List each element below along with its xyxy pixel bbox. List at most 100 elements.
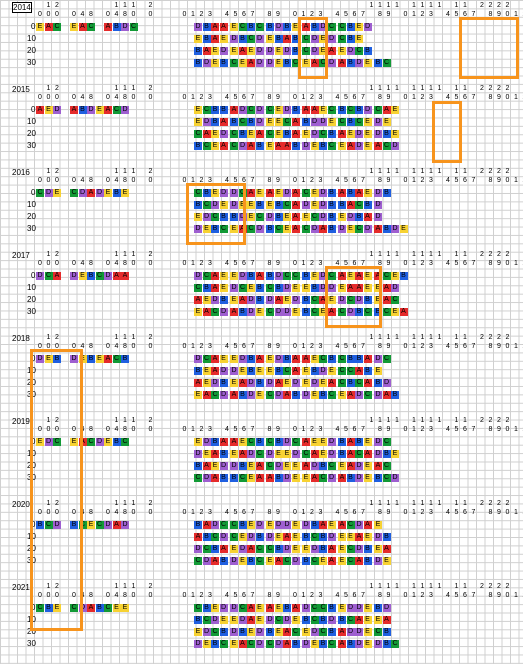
grid-cell[interactable]: E bbox=[238, 201, 247, 209]
grid-cell[interactable]: D bbox=[274, 640, 283, 648]
grid-cell[interactable]: D bbox=[327, 59, 336, 67]
grid-cell[interactable]: E bbox=[247, 130, 255, 138]
prefix-cell[interactable]: A bbox=[78, 438, 87, 446]
grid-cell[interactable]: E bbox=[230, 355, 238, 363]
grid-cell[interactable]: A bbox=[291, 355, 300, 363]
prefix-cell[interactable]: D bbox=[95, 438, 104, 446]
grid-cell[interactable]: C bbox=[355, 379, 363, 387]
grid-cell[interactable]: B bbox=[211, 640, 219, 648]
grid-cell[interactable]: D bbox=[327, 533, 336, 541]
grid-cell[interactable]: B bbox=[194, 201, 202, 209]
grid-cell[interactable]: D bbox=[346, 604, 355, 612]
grid-cell[interactable]: B bbox=[230, 474, 238, 482]
grid-cell[interactable]: A bbox=[327, 557, 336, 565]
grid-cell[interactable]: D bbox=[283, 308, 291, 316]
grid-cell[interactable]: E bbox=[391, 308, 399, 316]
grid-cell[interactable]: C bbox=[291, 628, 300, 636]
grid-cell[interactable]: A bbox=[194, 533, 202, 541]
grid-cell[interactable]: D bbox=[238, 142, 247, 150]
grid-cell[interactable]: D bbox=[355, 604, 363, 612]
grid-cell[interactable]: B bbox=[338, 450, 346, 458]
prefix-cell[interactable]: A bbox=[78, 23, 87, 31]
grid-cell[interactable]: E bbox=[302, 379, 310, 387]
grid-cell[interactable]: D bbox=[302, 201, 310, 209]
grid-cell[interactable]: D bbox=[310, 379, 319, 387]
grid-cell[interactable]: A bbox=[363, 450, 372, 458]
grid-cell[interactable]: C bbox=[238, 189, 247, 197]
grid-cell[interactable]: B bbox=[319, 391, 327, 399]
grid-cell[interactable]: D bbox=[274, 521, 283, 529]
grid-cell[interactable]: A bbox=[247, 59, 255, 67]
prefix-cell[interactable]: B bbox=[44, 604, 53, 612]
grid-cell[interactable]: A bbox=[291, 118, 300, 126]
prefix-cell[interactable]: C bbox=[70, 189, 78, 197]
grid-cell[interactable]: A bbox=[255, 130, 264, 138]
grid-cell[interactable]: B bbox=[255, 296, 264, 304]
grid-cell[interactable]: C bbox=[247, 225, 255, 233]
grid-cell[interactable]: C bbox=[274, 616, 283, 624]
grid-cell[interactable]: C bbox=[355, 118, 363, 126]
grid-cell[interactable]: A bbox=[211, 272, 219, 280]
grid-cell[interactable]: A bbox=[327, 545, 336, 553]
grid-cell[interactable]: C bbox=[363, 391, 372, 399]
grid-cell[interactable]: C bbox=[302, 189, 310, 197]
prefix-cell[interactable]: E bbox=[44, 106, 53, 114]
grid-cell[interactable]: D bbox=[255, 225, 264, 233]
grid-cell[interactable]: D bbox=[255, 640, 264, 648]
grid-cell[interactable]: D bbox=[202, 628, 211, 636]
grid-cell[interactable]: C bbox=[319, 355, 327, 363]
grid-cell[interactable]: D bbox=[219, 391, 228, 399]
grid-cell[interactable]: B bbox=[327, 355, 336, 363]
grid-cell[interactable]: B bbox=[327, 130, 336, 138]
grid-cell[interactable]: C bbox=[247, 640, 255, 648]
grid-cell[interactable]: E bbox=[355, 23, 363, 31]
prefix-cell[interactable]: A bbox=[53, 272, 61, 280]
grid-cell[interactable]: B bbox=[255, 533, 264, 541]
grid-cell[interactable]: A bbox=[255, 474, 264, 482]
grid-cell[interactable]: D bbox=[219, 367, 228, 375]
grid-cell[interactable]: E bbox=[363, 628, 372, 636]
grid-cell[interactable]: B bbox=[346, 189, 355, 197]
grid-cell[interactable]: D bbox=[382, 604, 391, 612]
grid-cell[interactable]: B bbox=[382, 189, 391, 197]
grid-cell[interactable]: E bbox=[238, 438, 247, 446]
grid-cell[interactable]: B bbox=[219, 379, 228, 387]
grid-cell[interactable]: B bbox=[346, 379, 355, 387]
grid-cell[interactable]: A bbox=[247, 604, 255, 612]
grid-cell[interactable]: D bbox=[255, 35, 264, 43]
grid-cell[interactable]: A bbox=[310, 450, 319, 458]
grid-cell[interactable]: B bbox=[247, 367, 255, 375]
prefix-cell[interactable]: A bbox=[112, 521, 121, 529]
grid-cell[interactable]: C bbox=[327, 640, 336, 648]
grid-cell[interactable]: C bbox=[230, 521, 238, 529]
grid-cell[interactable]: C bbox=[202, 201, 211, 209]
grid-cell[interactable]: C bbox=[382, 142, 391, 150]
grid-cell[interactable]: B bbox=[194, 142, 202, 150]
grid-cell[interactable]: D bbox=[374, 213, 382, 221]
grid-cell[interactable]: B bbox=[247, 23, 255, 31]
prefix-cell[interactable]: C bbox=[87, 23, 95, 31]
grid-cell[interactable]: B bbox=[230, 118, 238, 126]
grid-cell[interactable]: D bbox=[238, 355, 247, 363]
grid-cell[interactable]: E bbox=[319, 47, 327, 55]
grid-cell[interactable]: B bbox=[302, 308, 310, 316]
grid-cell[interactable]: D bbox=[302, 391, 310, 399]
grid-cell[interactable]: B bbox=[338, 106, 346, 114]
grid-cell[interactable]: E bbox=[291, 521, 300, 529]
grid-cell[interactable]: E bbox=[230, 545, 238, 553]
grid-cell[interactable]: C bbox=[247, 106, 255, 114]
grid-cell[interactable]: C bbox=[194, 557, 202, 565]
grid-cell[interactable]: D bbox=[346, 213, 355, 221]
grid-cell[interactable]: C bbox=[327, 462, 336, 470]
grid-cell[interactable]: E bbox=[194, 391, 202, 399]
grid-cell[interactable]: E bbox=[230, 616, 238, 624]
prefix-cell[interactable]: A bbox=[70, 106, 78, 114]
prefix-cell[interactable]: B bbox=[36, 521, 44, 529]
grid-cell[interactable]: A bbox=[382, 296, 391, 304]
grid-cell[interactable]: E bbox=[255, 604, 264, 612]
grid-cell[interactable]: C bbox=[211, 533, 219, 541]
grid-cell[interactable]: C bbox=[266, 391, 274, 399]
grid-cell[interactable]: A bbox=[382, 545, 391, 553]
grid-cell[interactable]: B bbox=[274, 438, 283, 446]
grid-cell[interactable]: A bbox=[355, 189, 363, 197]
